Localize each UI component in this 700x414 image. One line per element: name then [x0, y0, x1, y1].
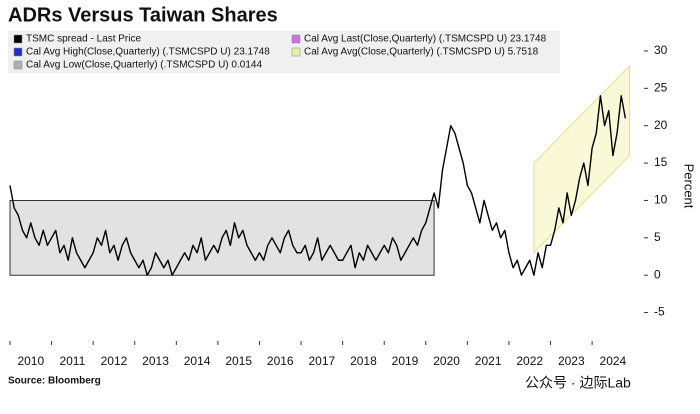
- legend-label: Cal Avg Last(Close,Quarterly) (.TSMCSPD …: [304, 34, 547, 45]
- y-tick-label: 10: [654, 193, 668, 207]
- legend-label: Cal Avg Avg(Close,Quarterly) (.TSMCSPD U…: [304, 47, 539, 58]
- y-tick-label: 20: [654, 118, 668, 132]
- x-tick-label: 2023: [558, 354, 585, 368]
- legend-box: [8, 31, 560, 73]
- x-tick-label: 2016: [267, 354, 294, 368]
- x-tick-label: 2024: [600, 354, 627, 368]
- range-band: [533, 64, 631, 254]
- legend-swatch: [291, 34, 301, 44]
- x-tick-label: 2012: [101, 354, 128, 368]
- x-tick-label: 2018: [350, 354, 377, 368]
- x-tick-label: 2011: [59, 354, 85, 368]
- data-line: [9, 95, 627, 276]
- legend-label: TSMC spread - Last Price: [26, 34, 141, 45]
- legend-swatch: [13, 34, 23, 44]
- x-tick-label: 2014: [184, 354, 211, 368]
- x-tick-label: 2017: [308, 354, 335, 368]
- x-tick-label: 2022: [516, 354, 543, 368]
- legend-swatch: [13, 60, 23, 70]
- watermark: 公众号 · 边际Lab: [525, 375, 631, 391]
- x-tick-label: 2013: [142, 354, 169, 368]
- y-axis-label: Percent: [682, 164, 697, 209]
- legend-label: Cal Avg High(Close,Quarterly) (.TSMCSPD …: [26, 47, 270, 58]
- legend-swatch: [13, 47, 23, 57]
- y-tick-label: 15: [654, 155, 668, 169]
- x-tick-label: 2019: [392, 354, 419, 368]
- y-tick-label: 5: [654, 230, 661, 244]
- x-tick-label: 2015: [225, 354, 252, 368]
- source: Source: Bloomberg: [8, 376, 101, 387]
- y-tick-label: -5: [654, 305, 665, 319]
- legend-swatch: [291, 47, 301, 57]
- y-tick-label: 0: [654, 267, 661, 281]
- legend-label: Cal Avg Low(Close,Quarterly) (.TSMCSPD U…: [26, 60, 262, 71]
- y-tick-label: 30: [654, 43, 668, 57]
- x-tick-label: 2021: [475, 354, 502, 368]
- x-tick-label: 2020: [433, 354, 460, 368]
- y-tick-label: 25: [654, 80, 668, 94]
- chart-title: ADRs Versus Taiwan Shares: [8, 4, 278, 26]
- x-tick-label: 2010: [17, 354, 44, 368]
